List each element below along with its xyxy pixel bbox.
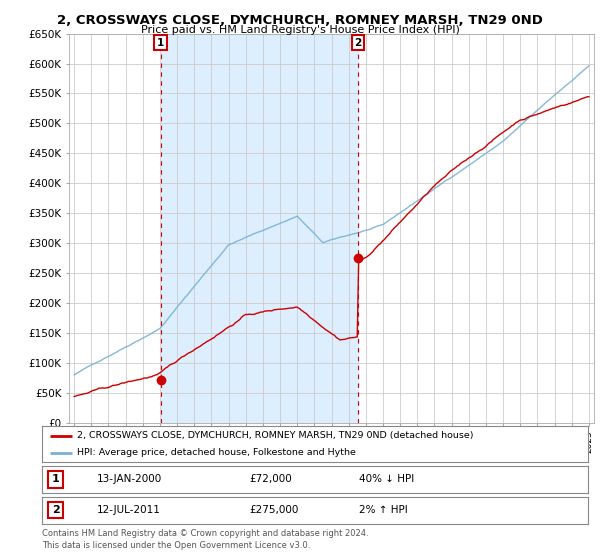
Text: 1: 1: [52, 474, 59, 484]
Bar: [161, 34, 358, 423]
Text: 2: 2: [52, 505, 59, 515]
Text: 2: 2: [354, 38, 362, 48]
Text: 13-JAN-2000: 13-JAN-2000: [97, 474, 162, 484]
Text: 2, CROSSWAYS CLOSE, DYMCHURCH, ROMNEY MARSH, TN29 0ND: 2, CROSSWAYS CLOSE, DYMCHURCH, ROMNEY MA…: [57, 14, 543, 27]
Text: 2% ↑ HPI: 2% ↑ HPI: [359, 505, 407, 515]
Text: Price paid vs. HM Land Registry's House Price Index (HPI): Price paid vs. HM Land Registry's House …: [140, 25, 460, 35]
Text: 1: 1: [157, 38, 164, 48]
Text: £72,000: £72,000: [250, 474, 292, 484]
Text: 40% ↓ HPI: 40% ↓ HPI: [359, 474, 414, 484]
Text: £275,000: £275,000: [250, 505, 299, 515]
Text: HPI: Average price, detached house, Folkestone and Hythe: HPI: Average price, detached house, Folk…: [77, 449, 356, 458]
Text: 2, CROSSWAYS CLOSE, DYMCHURCH, ROMNEY MARSH, TN29 0ND (detached house): 2, CROSSWAYS CLOSE, DYMCHURCH, ROMNEY MA…: [77, 431, 474, 440]
Text: Contains HM Land Registry data © Crown copyright and database right 2024.
This d: Contains HM Land Registry data © Crown c…: [42, 529, 368, 550]
Text: 12-JUL-2011: 12-JUL-2011: [97, 505, 160, 515]
